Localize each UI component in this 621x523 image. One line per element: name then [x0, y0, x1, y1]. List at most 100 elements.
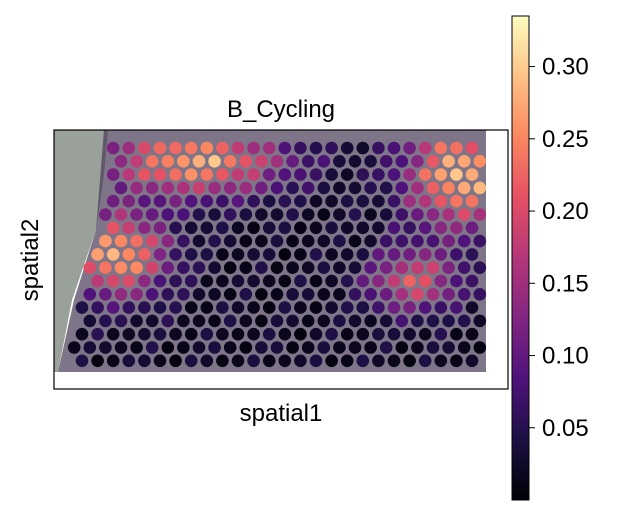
spot — [231, 248, 245, 261]
spot — [184, 248, 198, 261]
spot — [223, 155, 237, 168]
spot — [106, 194, 120, 208]
spot — [450, 354, 463, 368]
spot — [138, 141, 151, 155]
spot — [177, 155, 190, 168]
spot — [356, 141, 370, 155]
spot — [333, 341, 346, 354]
spot — [177, 208, 190, 221]
spot — [395, 234, 409, 248]
spot — [325, 168, 338, 181]
spot — [387, 274, 401, 288]
spot — [177, 181, 190, 195]
colorbar-tick-label: 0.05 — [542, 415, 589, 442]
spot — [450, 194, 463, 208]
spot — [106, 141, 120, 155]
spot — [473, 208, 487, 221]
spot — [325, 354, 338, 368]
spot — [301, 314, 315, 328]
spot — [364, 261, 377, 275]
spot — [356, 248, 370, 261]
spot — [91, 274, 104, 288]
spot — [372, 194, 385, 208]
spot — [457, 341, 471, 354]
spot — [270, 341, 284, 354]
spot — [379, 181, 393, 195]
spot — [317, 155, 331, 168]
spot — [340, 194, 354, 208]
spot — [200, 274, 214, 288]
spot — [114, 261, 128, 275]
spot — [434, 221, 448, 235]
spot — [411, 261, 424, 275]
spot — [473, 288, 487, 301]
spot — [114, 341, 128, 354]
spot — [122, 168, 136, 181]
spot — [278, 354, 292, 368]
spot — [403, 168, 416, 181]
spot — [91, 327, 104, 341]
spot — [200, 141, 214, 155]
spot — [317, 288, 331, 301]
spot — [426, 208, 440, 221]
spot — [130, 288, 143, 301]
spot — [270, 181, 284, 195]
spot — [192, 155, 206, 168]
spot — [75, 327, 89, 341]
spot — [130, 261, 143, 275]
spot — [114, 314, 128, 328]
spot — [169, 301, 182, 314]
spot — [418, 354, 432, 368]
spot — [403, 194, 416, 208]
spot — [473, 155, 487, 168]
y-axis-label: spatial2 — [17, 219, 44, 302]
spot — [138, 168, 151, 181]
spot — [153, 327, 167, 341]
spot — [177, 234, 190, 248]
colorbar-tick-label: 0.30 — [542, 54, 589, 81]
spot — [340, 274, 354, 288]
spot — [340, 168, 354, 181]
spot — [457, 181, 471, 195]
spot — [465, 141, 479, 155]
spot — [317, 314, 331, 328]
spot — [379, 208, 393, 221]
colorbar-tick-label: 0.15 — [542, 270, 589, 297]
spot — [364, 314, 377, 328]
spot — [169, 274, 182, 288]
spot — [262, 194, 276, 208]
spot — [294, 221, 307, 235]
spot — [348, 234, 362, 248]
spot — [325, 301, 338, 314]
spot — [138, 194, 151, 208]
spot — [356, 301, 370, 314]
spot — [450, 141, 463, 155]
spot — [239, 288, 253, 301]
spot — [216, 274, 229, 288]
spot — [216, 327, 229, 341]
spot — [270, 155, 284, 168]
spot — [294, 274, 307, 288]
spot — [356, 194, 370, 208]
spot — [99, 261, 112, 275]
spot — [184, 194, 198, 208]
spot — [294, 168, 307, 181]
spot — [145, 341, 159, 354]
spot — [216, 301, 229, 314]
spot — [426, 288, 440, 301]
spot — [309, 194, 323, 208]
spot — [247, 354, 260, 368]
spot — [340, 301, 354, 314]
spot — [153, 194, 167, 208]
spot — [67, 341, 81, 354]
spot — [169, 221, 182, 235]
spot — [395, 155, 409, 168]
spot — [91, 248, 104, 261]
spot — [200, 221, 214, 235]
spot — [434, 248, 448, 261]
spot — [387, 141, 401, 155]
spot — [364, 155, 377, 168]
spot — [153, 354, 167, 368]
axes-frame — [53, 129, 509, 390]
